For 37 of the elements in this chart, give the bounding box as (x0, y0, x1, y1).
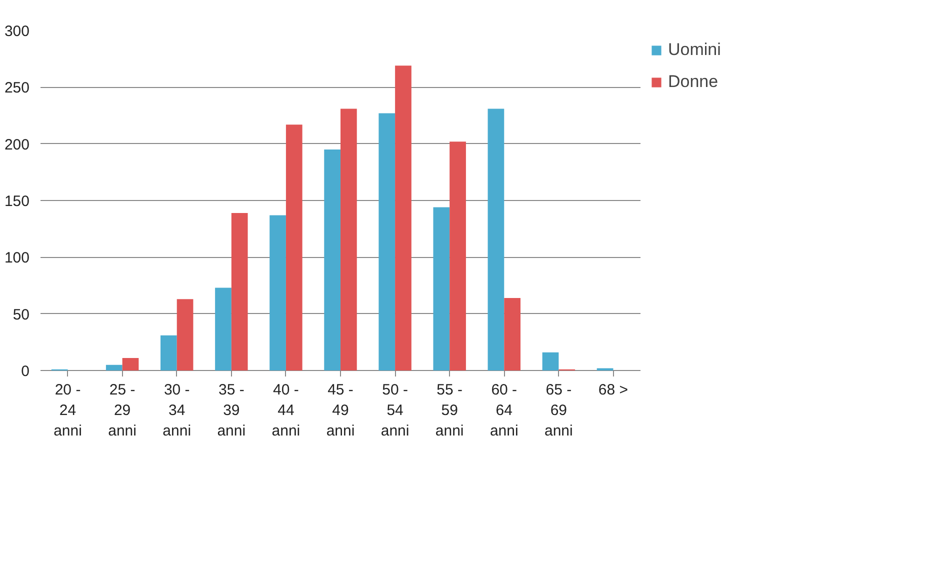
x-tick-label: 45 - 49 anni (326, 382, 355, 440)
bar (504, 298, 520, 370)
bar (286, 124, 302, 370)
y-tick-label: 200 (4, 136, 30, 154)
y-tick-label: 50 (12, 306, 30, 324)
bar (340, 108, 357, 370)
legend-label: Uomini (668, 40, 722, 60)
bar (215, 288, 232, 370)
y-tick-label: 150 (4, 193, 30, 210)
x-tick-label: 35 - 39 anni (217, 382, 246, 440)
x-tick-label: 68 > (598, 382, 628, 398)
bar (488, 108, 504, 370)
bar (450, 142, 466, 370)
bar (542, 352, 559, 370)
x-tick-label: 25 - 29 anni (108, 382, 136, 440)
x-tick-label: 20 - 24 anni (54, 382, 82, 440)
bar (395, 66, 412, 370)
bar (433, 207, 450, 370)
y-tick-label: 250 (4, 80, 30, 97)
x-tick-label: 55 - 59 anni (435, 382, 464, 440)
bar (106, 364, 122, 370)
bar (270, 215, 286, 370)
bar (378, 113, 396, 370)
bar (122, 358, 139, 370)
x-tick-label: 60 - 64 anni (490, 382, 518, 440)
legend-label: Donne (668, 72, 720, 92)
y-tick-label: 300 (4, 23, 30, 40)
y-tick-label: 0 (21, 363, 30, 380)
bar (324, 150, 340, 370)
x-tick-label: 30 - 34 anni (162, 382, 192, 440)
bar (231, 212, 248, 370)
x-tick-label: 50 - 54 anni (380, 382, 410, 440)
bar (160, 335, 177, 370)
x-tick-label: 65 - 69 anni (544, 382, 573, 440)
y-tick-label: 100 (4, 250, 30, 267)
x-tick-label: 40 - 44 anni (272, 382, 300, 440)
bar (176, 299, 194, 370)
